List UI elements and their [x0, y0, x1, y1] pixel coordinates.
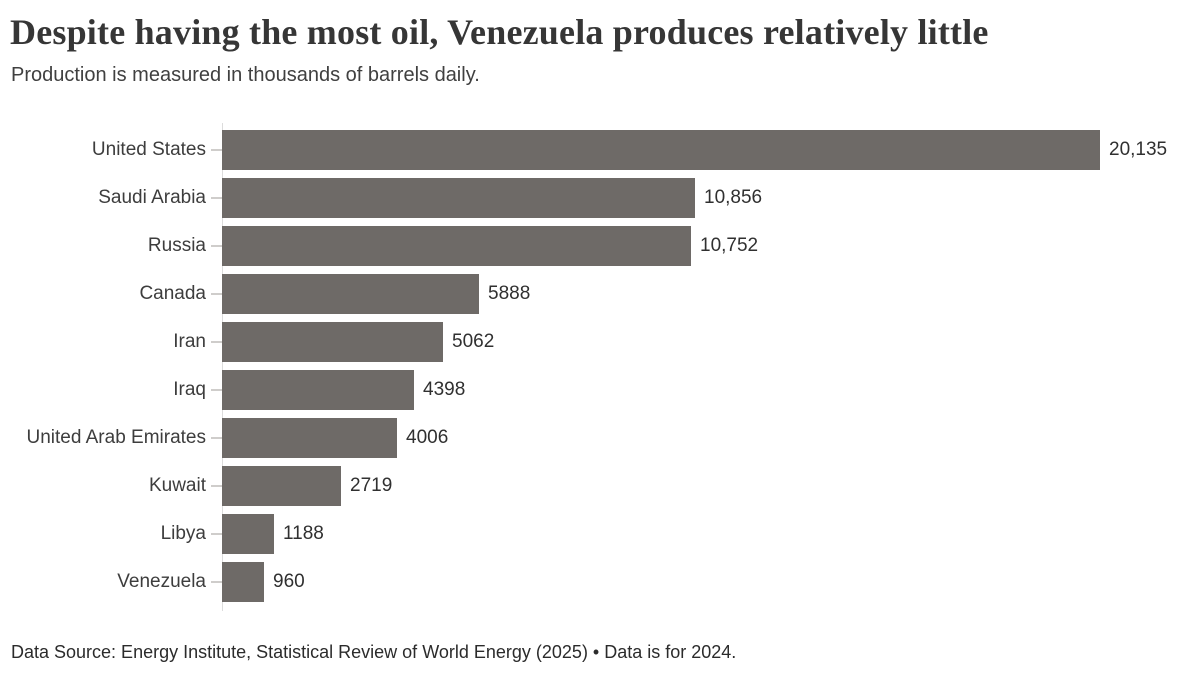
value-label: 10,752 — [700, 235, 759, 257]
category-label: Canada — [139, 283, 206, 305]
bar — [222, 274, 479, 315]
data-source-note: Data Source: Energy Institute, Statistic… — [11, 642, 737, 663]
value-label: 4398 — [423, 379, 466, 401]
bar-row: United States 20,135 — [0, 126, 1199, 174]
bar — [222, 466, 341, 507]
bar — [222, 130, 1100, 171]
category-label: Saudi Arabia — [98, 187, 206, 209]
axis-tick — [211, 389, 222, 392]
bar-row: Canada 5888 — [0, 270, 1199, 318]
bar-rows: United States 20,135 Saudi Arabia 10,856 Rus… — [0, 126, 1199, 606]
axis-tick — [211, 245, 222, 248]
axis-tick — [211, 341, 222, 344]
chart-title: Despite having the most oil, Venezuela p… — [10, 12, 989, 52]
category-label: Kuwait — [148, 475, 206, 497]
bar — [222, 418, 397, 459]
bar-row: United Arab Emirates 4006 — [0, 414, 1199, 462]
axis-tick — [211, 485, 222, 488]
category-label: United States — [91, 139, 206, 161]
category-label: Libya — [160, 523, 206, 545]
axis-tick — [211, 149, 222, 152]
category-label: Venezuela — [117, 571, 206, 593]
value-label: 10,856 — [704, 187, 763, 209]
bar-row: Libya 1188 — [0, 510, 1199, 558]
category-label: Iraq — [173, 379, 206, 401]
category-label: Russia — [147, 235, 206, 257]
bar — [222, 226, 691, 267]
value-label: 2719 — [350, 475, 393, 497]
value-label: 1188 — [283, 523, 324, 545]
bar — [222, 178, 695, 219]
chart-subtitle: Production is measured in thousands of b… — [11, 64, 480, 87]
axis-tick — [211, 437, 222, 440]
bar-row: Russia 10,752 — [0, 222, 1199, 270]
bar — [222, 562, 264, 603]
bar-chart: United States 20,135 Saudi Arabia 10,856 Rus… — [0, 123, 1199, 612]
axis-tick — [211, 293, 222, 296]
bar-row: Iraq 4398 — [0, 366, 1199, 414]
axis-tick — [211, 581, 222, 584]
category-label: Iran — [173, 331, 206, 353]
category-label: United Arab Emirates — [26, 427, 206, 449]
bar-row: Iran 5062 — [0, 318, 1199, 366]
axis-tick — [211, 197, 222, 200]
value-label: 5062 — [452, 331, 495, 353]
value-label: 960 — [273, 571, 305, 593]
bar — [222, 322, 443, 363]
axis-tick — [211, 533, 222, 536]
bar-row: Venezuela 960 — [0, 558, 1199, 606]
bar-row: Saudi Arabia 10,856 — [0, 174, 1199, 222]
y-axis-line — [222, 123, 223, 612]
bar — [222, 370, 414, 411]
bar-row: Kuwait 2719 — [0, 462, 1199, 510]
bar — [222, 514, 274, 555]
value-label: 20,135 — [1109, 139, 1168, 161]
value-label: 4006 — [406, 427, 449, 449]
value-label: 5888 — [488, 283, 531, 305]
